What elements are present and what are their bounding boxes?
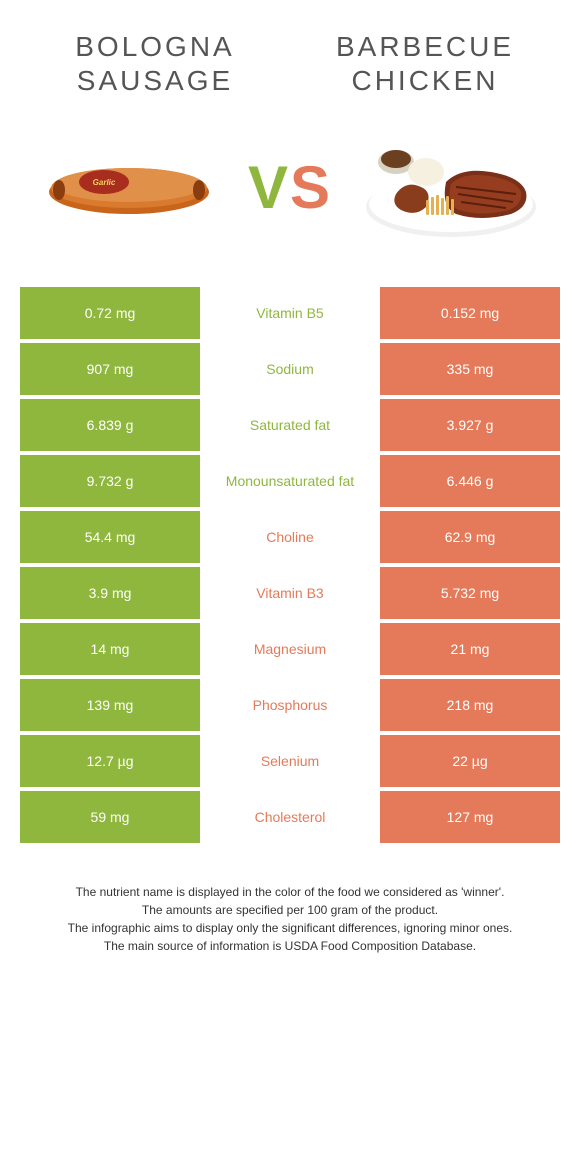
table-row: 139 mgPhosphorus218 mg <box>20 679 560 731</box>
nutrient-name-cell: Phosphorus <box>200 679 380 731</box>
nutrient-name-cell: Monounsaturated fat <box>200 455 380 507</box>
left-value-cell: 12.7 µg <box>20 735 200 787</box>
bbq-plate-icon <box>361 132 541 242</box>
vs-v: V <box>248 153 290 222</box>
right-food-title: BARBECUE CHICKEN <box>290 30 560 97</box>
right-value-cell: 335 mg <box>380 343 560 395</box>
right-title-line1: BARBECUE <box>290 30 560 64</box>
left-value-cell: 907 mg <box>20 343 200 395</box>
nutrient-name-cell: Saturated fat <box>200 399 380 451</box>
footnote-line: The nutrient name is displayed in the co… <box>30 883 550 901</box>
left-value-cell: 14 mg <box>20 623 200 675</box>
left-value-cell: 139 mg <box>20 679 200 731</box>
right-value-cell: 3.927 g <box>380 399 560 451</box>
left-title-line2: SAUSAGE <box>20 64 290 98</box>
nutrient-name-cell: Vitamin B5 <box>200 287 380 339</box>
left-value-cell: 59 mg <box>20 791 200 843</box>
nutrient-name-cell: Choline <box>200 511 380 563</box>
footnote-line: The main source of information is USDA F… <box>30 937 550 955</box>
footnote-line: The amounts are specified per 100 gram o… <box>30 901 550 919</box>
right-value-cell: 127 mg <box>380 791 560 843</box>
nutrient-name-cell: Cholesterol <box>200 791 380 843</box>
table-row: 14 mgMagnesium21 mg <box>20 623 560 675</box>
right-value-cell: 21 mg <box>380 623 560 675</box>
footnote-line: The infographic aims to display only the… <box>30 919 550 937</box>
right-value-cell: 0.152 mg <box>380 287 560 339</box>
right-value-cell: 6.446 g <box>380 455 560 507</box>
table-row: 3.9 mgVitamin B35.732 mg <box>20 567 560 619</box>
vs-s: S <box>290 153 332 222</box>
left-value-cell: 0.72 mg <box>20 287 200 339</box>
right-value-cell: 5.732 mg <box>380 567 560 619</box>
nutrient-name-cell: Sodium <box>200 343 380 395</box>
left-value-cell: 6.839 g <box>20 399 200 451</box>
table-row: 12.7 µgSelenium22 µg <box>20 735 560 787</box>
table-row: 54.4 mgCholine62.9 mg <box>20 511 560 563</box>
table-row: 6.839 gSaturated fat3.927 g <box>20 399 560 451</box>
right-food-image <box>342 127 560 247</box>
nutrient-table: 0.72 mgVitamin B50.152 mg907 mgSodium335… <box>20 287 560 843</box>
nutrient-name-cell: Selenium <box>200 735 380 787</box>
header-row: BOLOGNA SAUSAGE BARBECUE CHICKEN <box>20 30 560 97</box>
vs-label: V S <box>248 153 332 222</box>
svg-text:Garlic: Garlic <box>93 178 116 187</box>
right-value-cell: 62.9 mg <box>380 511 560 563</box>
left-title-line1: BOLOGNA <box>20 30 290 64</box>
table-row: 0.72 mgVitamin B50.152 mg <box>20 287 560 339</box>
table-row: 59 mgCholesterol127 mg <box>20 791 560 843</box>
nutrient-name-cell: Magnesium <box>200 623 380 675</box>
right-value-cell: 218 mg <box>380 679 560 731</box>
right-title-line2: CHICKEN <box>290 64 560 98</box>
nutrient-name-cell: Vitamin B3 <box>200 567 380 619</box>
left-food-image: Garlic <box>20 127 238 247</box>
images-row: Garlic V S <box>20 127 560 247</box>
table-row: 907 mgSodium335 mg <box>20 343 560 395</box>
infographic-container: BOLOGNA SAUSAGE BARBECUE CHICKEN Garlic <box>0 0 580 975</box>
left-value-cell: 3.9 mg <box>20 567 200 619</box>
right-value-cell: 22 µg <box>380 735 560 787</box>
left-value-cell: 54.4 mg <box>20 511 200 563</box>
left-value-cell: 9.732 g <box>20 455 200 507</box>
sausage-icon: Garlic <box>44 152 214 222</box>
table-row: 9.732 gMonounsaturated fat6.446 g <box>20 455 560 507</box>
footnotes: The nutrient name is displayed in the co… <box>20 883 560 955</box>
left-food-title: BOLOGNA SAUSAGE <box>20 30 290 97</box>
